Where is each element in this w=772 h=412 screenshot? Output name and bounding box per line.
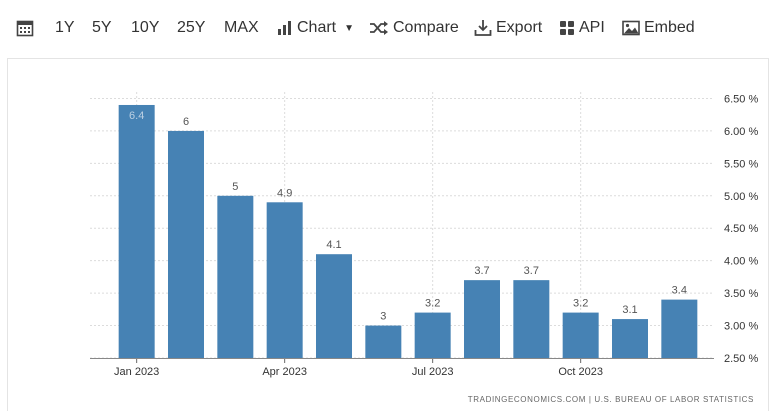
- y-tick-label: 4.50 %: [724, 223, 758, 235]
- bar-data-label: 3.7: [474, 265, 489, 277]
- range-1y-button[interactable]: 1Y: [55, 19, 75, 36]
- bar: [316, 254, 352, 358]
- bar-data-label: 3.2: [425, 298, 440, 310]
- bar: [365, 325, 402, 358]
- bar-data-label: 3.2: [573, 298, 588, 310]
- compare-button[interactable]: Compare: [369, 17, 459, 39]
- range-max-button[interactable]: MAX: [224, 19, 259, 36]
- y-tick-label: 5.50 %: [724, 158, 758, 170]
- bar: [562, 312, 599, 358]
- bar-data-label: 3: [380, 311, 386, 323]
- x-tick-label: Jan 2023: [114, 366, 159, 378]
- y-tick-label: 3.50 %: [724, 288, 758, 300]
- y-tick-label: 6.00 %: [724, 126, 758, 138]
- y-tick-label: 2.50 %: [724, 353, 758, 365]
- x-tick-label: Jul 2023: [412, 366, 454, 378]
- bar-data-label: 6.4: [129, 110, 144, 122]
- api-label: API: [579, 19, 605, 36]
- range-25y-button[interactable]: 25Y: [177, 19, 206, 36]
- calendar-icon: [16, 20, 34, 37]
- api-button[interactable]: API: [559, 17, 605, 39]
- bar-data-label: 5: [232, 181, 238, 193]
- caret-down-icon: ▼: [344, 22, 355, 34]
- source-credit: TRADINGECONOMICS.COM | U.S. BUREAU OF LA…: [467, 395, 754, 404]
- embed-label: Embed: [644, 19, 695, 36]
- grid-icon: [560, 21, 574, 35]
- bar-data-label: 4.1: [326, 239, 341, 251]
- bar-data-label: 3.1: [622, 304, 637, 316]
- calendar-button[interactable]: [16, 17, 34, 39]
- bar-data-label: 3.4: [672, 285, 687, 297]
- bar: [217, 195, 254, 358]
- y-tick-label: 5.00 %: [724, 191, 758, 203]
- x-tick-label: Apr 2023: [262, 366, 307, 378]
- export-button[interactable]: Export: [474, 17, 542, 39]
- y-tick-label: 6.50 %: [724, 93, 758, 105]
- chart-type-label: Chart: [297, 19, 337, 36]
- bar: [168, 130, 204, 358]
- download-icon: [474, 20, 492, 36]
- bar-data-label: 3.7: [524, 265, 539, 277]
- y-tick-label: 4.00 %: [724, 256, 758, 268]
- toolbar: 1Y 5Y 10Y 25Y MAX Chart ▼ Compare Export: [0, 0, 772, 56]
- bar: [266, 202, 303, 358]
- y-tick-label: 3.00 %: [724, 321, 758, 333]
- bar: [513, 280, 550, 358]
- compare-label: Compare: [393, 19, 459, 36]
- bar-data-label: 4.9: [277, 187, 292, 199]
- bar: [118, 104, 155, 358]
- export-label: Export: [496, 19, 543, 36]
- bar: [414, 312, 451, 358]
- bar: [612, 319, 648, 358]
- bar-data-label: 6: [183, 116, 189, 128]
- bar: [464, 280, 500, 358]
- bar: [661, 299, 698, 358]
- range-10y-button[interactable]: 10Y: [131, 19, 160, 36]
- x-tick-label: Oct 2023: [558, 366, 603, 378]
- shuffle-icon: [370, 21, 388, 35]
- chart-type-dropdown[interactable]: Chart ▼: [277, 17, 354, 39]
- bar-chart-icon: [278, 21, 291, 35]
- chart-panel: [7, 58, 769, 411]
- embed-button[interactable]: Embed: [622, 17, 695, 39]
- range-5y-button[interactable]: 5Y: [92, 19, 112, 36]
- image-icon: [622, 20, 640, 36]
